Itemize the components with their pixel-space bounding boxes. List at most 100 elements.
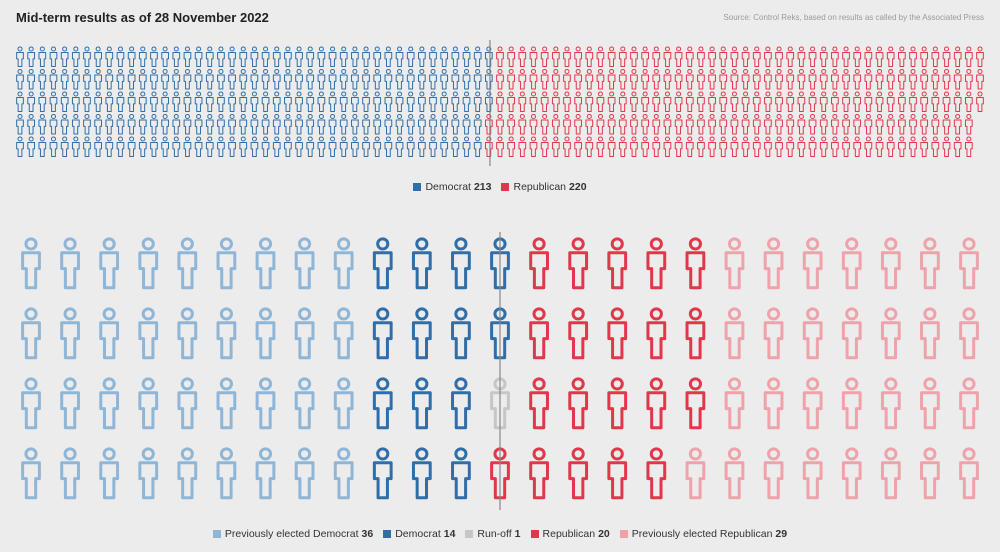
person-icon-republican <box>652 91 661 113</box>
person-icon-democrat <box>27 68 36 90</box>
person-icon-democrat <box>60 46 69 68</box>
person-icon-republican <box>842 68 850 90</box>
person-icon-republican <box>898 136 906 158</box>
person-icon-republican <box>646 447 667 500</box>
person-icon-republican <box>596 91 605 113</box>
person-icon-democrat <box>205 68 214 90</box>
person-icon-democrat <box>440 46 449 68</box>
person-icon-republican <box>964 91 973 113</box>
person-icon-prev-republican <box>959 307 979 360</box>
person-icon-republican <box>641 136 649 158</box>
person-icon-republican <box>607 91 616 113</box>
person-icon-republican <box>920 91 929 113</box>
person-icon-republican <box>496 113 504 135</box>
person-icon-republican <box>551 91 560 113</box>
person-icon-prev-democrat <box>294 447 315 500</box>
legend-item-democrat: Democrat 14 <box>383 528 455 540</box>
person-icon-democrat <box>295 68 303 90</box>
person-icon-republican <box>786 68 795 90</box>
person-icon-democrat <box>60 136 69 158</box>
person-icon-republican <box>831 136 839 158</box>
person-icon-democrat <box>306 46 315 68</box>
legend-item-prev-democrat: Previously elected Democrat 36 <box>212 528 374 540</box>
person-icon-democrat <box>484 68 493 90</box>
person-icon-republican <box>931 91 940 113</box>
person-icon-democrat <box>150 113 158 135</box>
person-icon-democrat <box>351 113 359 135</box>
person-icon-democrat <box>351 91 359 113</box>
person-icon-democrat <box>49 46 58 68</box>
person-icon-democrat <box>83 68 91 90</box>
person-icon-republican <box>842 46 850 68</box>
person-icon-democrat <box>339 136 348 158</box>
person-icon-republican <box>585 68 594 90</box>
person-icon-republican <box>964 46 973 68</box>
person-icon-republican <box>864 91 873 113</box>
person-icon-prev-democrat <box>99 307 120 360</box>
person-icon-prev-democrat <box>177 447 198 500</box>
person-icon-democrat <box>150 68 158 90</box>
person-icon-republican <box>596 46 605 68</box>
person-icon-republican <box>574 91 582 113</box>
person-icon-republican <box>568 447 589 500</box>
person-icon-democrat <box>172 91 181 113</box>
person-icon-republican <box>574 46 582 68</box>
person-icon-prev-democrat <box>333 377 354 430</box>
person-icon-republican <box>518 91 527 113</box>
person-icon-prev-republican <box>880 447 901 500</box>
person-icon-republican <box>886 46 895 68</box>
person-icon-democrat <box>484 46 493 68</box>
person-icon-prev-republican <box>959 447 979 500</box>
person-icon-republican <box>942 136 951 158</box>
person-icon-democrat <box>228 68 236 90</box>
person-icon-republican <box>529 46 538 68</box>
person-icon-republican <box>484 113 493 135</box>
person-icon-democrat <box>411 237 432 290</box>
person-icon-democrat <box>406 91 415 113</box>
legend-value: 213 <box>473 181 492 193</box>
person-icon-democrat <box>183 113 192 135</box>
person-icon-republican <box>618 46 627 68</box>
person-icon-democrat <box>451 237 471 290</box>
person-icon-prev-republican <box>763 307 784 360</box>
person-icon-democrat <box>161 68 169 90</box>
legend-swatch-prev-democrat <box>212 530 221 538</box>
person-icon-republican <box>551 136 560 158</box>
person-icon-prev-democrat <box>60 237 80 290</box>
person-icon-democrat <box>83 113 91 135</box>
person-icon-republican <box>507 91 516 113</box>
person-icon-republican <box>540 68 549 90</box>
person-icon-republican <box>886 68 895 90</box>
person-icon-democrat <box>372 377 393 430</box>
person-icon-prev-republican <box>724 237 745 290</box>
legend-value: 36 <box>361 528 374 540</box>
person-icon-republican <box>853 68 862 90</box>
person-icon-republican <box>540 46 549 68</box>
person-icon-republican <box>596 68 605 90</box>
person-icon-democrat <box>127 46 136 68</box>
person-icon-democrat <box>217 46 225 68</box>
person-icon-republican <box>886 136 895 158</box>
person-icon-republican <box>741 91 750 113</box>
person-icon-republican <box>909 136 917 158</box>
person-icon-republican <box>808 113 817 135</box>
person-icon-democrat <box>49 91 58 113</box>
person-icon-democrat <box>272 113 281 135</box>
person-icon-democrat <box>183 91 192 113</box>
person-icon-prev-republican <box>841 377 862 430</box>
person-icon-republican <box>964 113 973 135</box>
person-icon-democrat <box>418 68 426 90</box>
person-icon-democrat <box>127 136 136 158</box>
person-icon-democrat <box>328 46 337 68</box>
person-icon-democrat <box>138 68 147 90</box>
person-icon-democrat <box>49 136 58 158</box>
person-icon-republican <box>674 136 683 158</box>
person-icon-prev-democrat <box>21 377 41 430</box>
person-icon-republican <box>663 46 672 68</box>
person-icon-democrat <box>451 377 471 430</box>
person-icon-democrat <box>150 91 158 113</box>
person-icon-republican <box>931 68 940 90</box>
person-icon-democrat <box>373 46 382 68</box>
person-icon-republican <box>775 46 783 68</box>
